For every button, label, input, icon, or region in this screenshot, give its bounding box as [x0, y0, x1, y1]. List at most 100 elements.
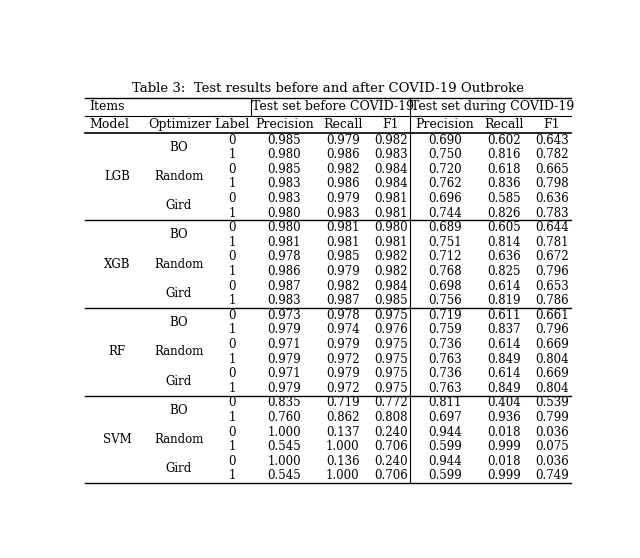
Text: 0.706: 0.706 — [374, 440, 408, 453]
Text: 0: 0 — [228, 426, 236, 439]
Text: 0.986: 0.986 — [268, 265, 301, 278]
Text: Recall: Recall — [323, 118, 362, 131]
Text: 0.944: 0.944 — [428, 426, 461, 439]
Text: 0.545: 0.545 — [268, 469, 301, 483]
Text: 0.984: 0.984 — [374, 280, 408, 292]
Text: 0.814: 0.814 — [487, 236, 520, 249]
Text: 0.719: 0.719 — [428, 309, 461, 322]
Text: 0.585: 0.585 — [487, 192, 520, 205]
Text: 0.985: 0.985 — [268, 163, 301, 176]
Text: 0.975: 0.975 — [374, 338, 408, 351]
Text: Model: Model — [90, 118, 129, 131]
Text: LGB: LGB — [104, 170, 130, 183]
Text: F1: F1 — [383, 118, 399, 131]
Text: 0.825: 0.825 — [487, 265, 520, 278]
Text: 0.836: 0.836 — [487, 177, 520, 190]
Text: 0.985: 0.985 — [326, 251, 360, 263]
Text: 0.979: 0.979 — [326, 265, 360, 278]
Text: 1: 1 — [228, 236, 236, 249]
Text: 0.979: 0.979 — [326, 367, 360, 380]
Text: 0: 0 — [228, 367, 236, 380]
Text: 0.999: 0.999 — [487, 440, 521, 453]
Text: 0.819: 0.819 — [487, 294, 520, 307]
Text: 0.669: 0.669 — [535, 338, 569, 351]
Text: 0.697: 0.697 — [428, 411, 461, 424]
Text: BO: BO — [170, 404, 188, 417]
Text: 0.981: 0.981 — [374, 206, 408, 219]
Text: 0.808: 0.808 — [374, 411, 408, 424]
Text: 0.982: 0.982 — [374, 251, 408, 263]
Text: 0.636: 0.636 — [487, 251, 521, 263]
Text: 0.837: 0.837 — [487, 324, 520, 336]
Text: 0.816: 0.816 — [487, 148, 520, 161]
Text: 0.719: 0.719 — [326, 396, 360, 410]
Text: BO: BO — [170, 316, 188, 329]
Text: 0.545: 0.545 — [268, 440, 301, 453]
Text: Random: Random — [154, 258, 204, 271]
Text: Gird: Gird — [166, 374, 192, 388]
Text: 0.672: 0.672 — [535, 251, 569, 263]
Text: 0.798: 0.798 — [535, 177, 569, 190]
Text: 0.986: 0.986 — [326, 177, 360, 190]
Text: 0.018: 0.018 — [487, 455, 520, 468]
Text: 0.835: 0.835 — [268, 396, 301, 410]
Text: 0.240: 0.240 — [374, 455, 408, 468]
Text: 1.000: 1.000 — [268, 455, 301, 468]
Text: 0.811: 0.811 — [428, 396, 461, 410]
Text: 0.786: 0.786 — [535, 294, 569, 307]
Text: 0.982: 0.982 — [326, 163, 360, 176]
Text: BO: BO — [170, 228, 188, 242]
Text: 0.611: 0.611 — [487, 309, 520, 322]
Text: 0.983: 0.983 — [268, 177, 301, 190]
Text: 0.983: 0.983 — [374, 148, 408, 161]
Text: 0.614: 0.614 — [487, 280, 520, 292]
Text: 0.980: 0.980 — [374, 221, 408, 234]
Text: 0.980: 0.980 — [268, 148, 301, 161]
Text: 0.982: 0.982 — [374, 133, 408, 147]
Text: 0.981: 0.981 — [326, 236, 360, 249]
Text: 0.665: 0.665 — [535, 163, 569, 176]
Text: 0.736: 0.736 — [428, 367, 461, 380]
Text: Recall: Recall — [484, 118, 524, 131]
Text: Gird: Gird — [166, 199, 192, 212]
Text: 0.763: 0.763 — [428, 353, 461, 365]
Text: 1: 1 — [228, 353, 236, 365]
Text: 0.981: 0.981 — [326, 221, 360, 234]
Text: 0.075: 0.075 — [535, 440, 569, 453]
Text: 0.979: 0.979 — [326, 192, 360, 205]
Text: 0.756: 0.756 — [428, 294, 461, 307]
Text: 0.036: 0.036 — [535, 455, 569, 468]
Text: 0.539: 0.539 — [535, 396, 569, 410]
Text: 0.762: 0.762 — [428, 177, 461, 190]
Text: 0.975: 0.975 — [374, 353, 408, 365]
Text: 0.979: 0.979 — [326, 133, 360, 147]
Text: 0.749: 0.749 — [535, 469, 569, 483]
Text: 0.944: 0.944 — [428, 455, 461, 468]
Text: 0.605: 0.605 — [487, 221, 521, 234]
Text: 0.744: 0.744 — [428, 206, 461, 219]
Text: 0.799: 0.799 — [535, 411, 569, 424]
Text: 0.796: 0.796 — [535, 265, 569, 278]
Text: 0.751: 0.751 — [428, 236, 461, 249]
Text: 0.759: 0.759 — [428, 324, 461, 336]
Text: 0.982: 0.982 — [326, 280, 360, 292]
Text: 0.137: 0.137 — [326, 426, 360, 439]
Text: 0.404: 0.404 — [487, 396, 521, 410]
Text: 0.999: 0.999 — [487, 469, 521, 483]
Text: 1: 1 — [228, 294, 236, 307]
Text: Optimizer: Optimizer — [148, 118, 211, 131]
Text: 0.849: 0.849 — [487, 353, 520, 365]
Text: 0.982: 0.982 — [374, 265, 408, 278]
Text: 0.976: 0.976 — [374, 324, 408, 336]
Text: 1: 1 — [228, 177, 236, 190]
Text: 0.736: 0.736 — [428, 338, 461, 351]
Text: 0.636: 0.636 — [535, 192, 569, 205]
Text: 0.971: 0.971 — [268, 338, 301, 351]
Text: 0.760: 0.760 — [268, 411, 301, 424]
Text: 0.036: 0.036 — [535, 426, 569, 439]
Text: 0.599: 0.599 — [428, 469, 461, 483]
Text: 0.783: 0.783 — [535, 206, 569, 219]
Text: 0.980: 0.980 — [268, 221, 301, 234]
Text: 0: 0 — [228, 251, 236, 263]
Text: 1.000: 1.000 — [326, 469, 360, 483]
